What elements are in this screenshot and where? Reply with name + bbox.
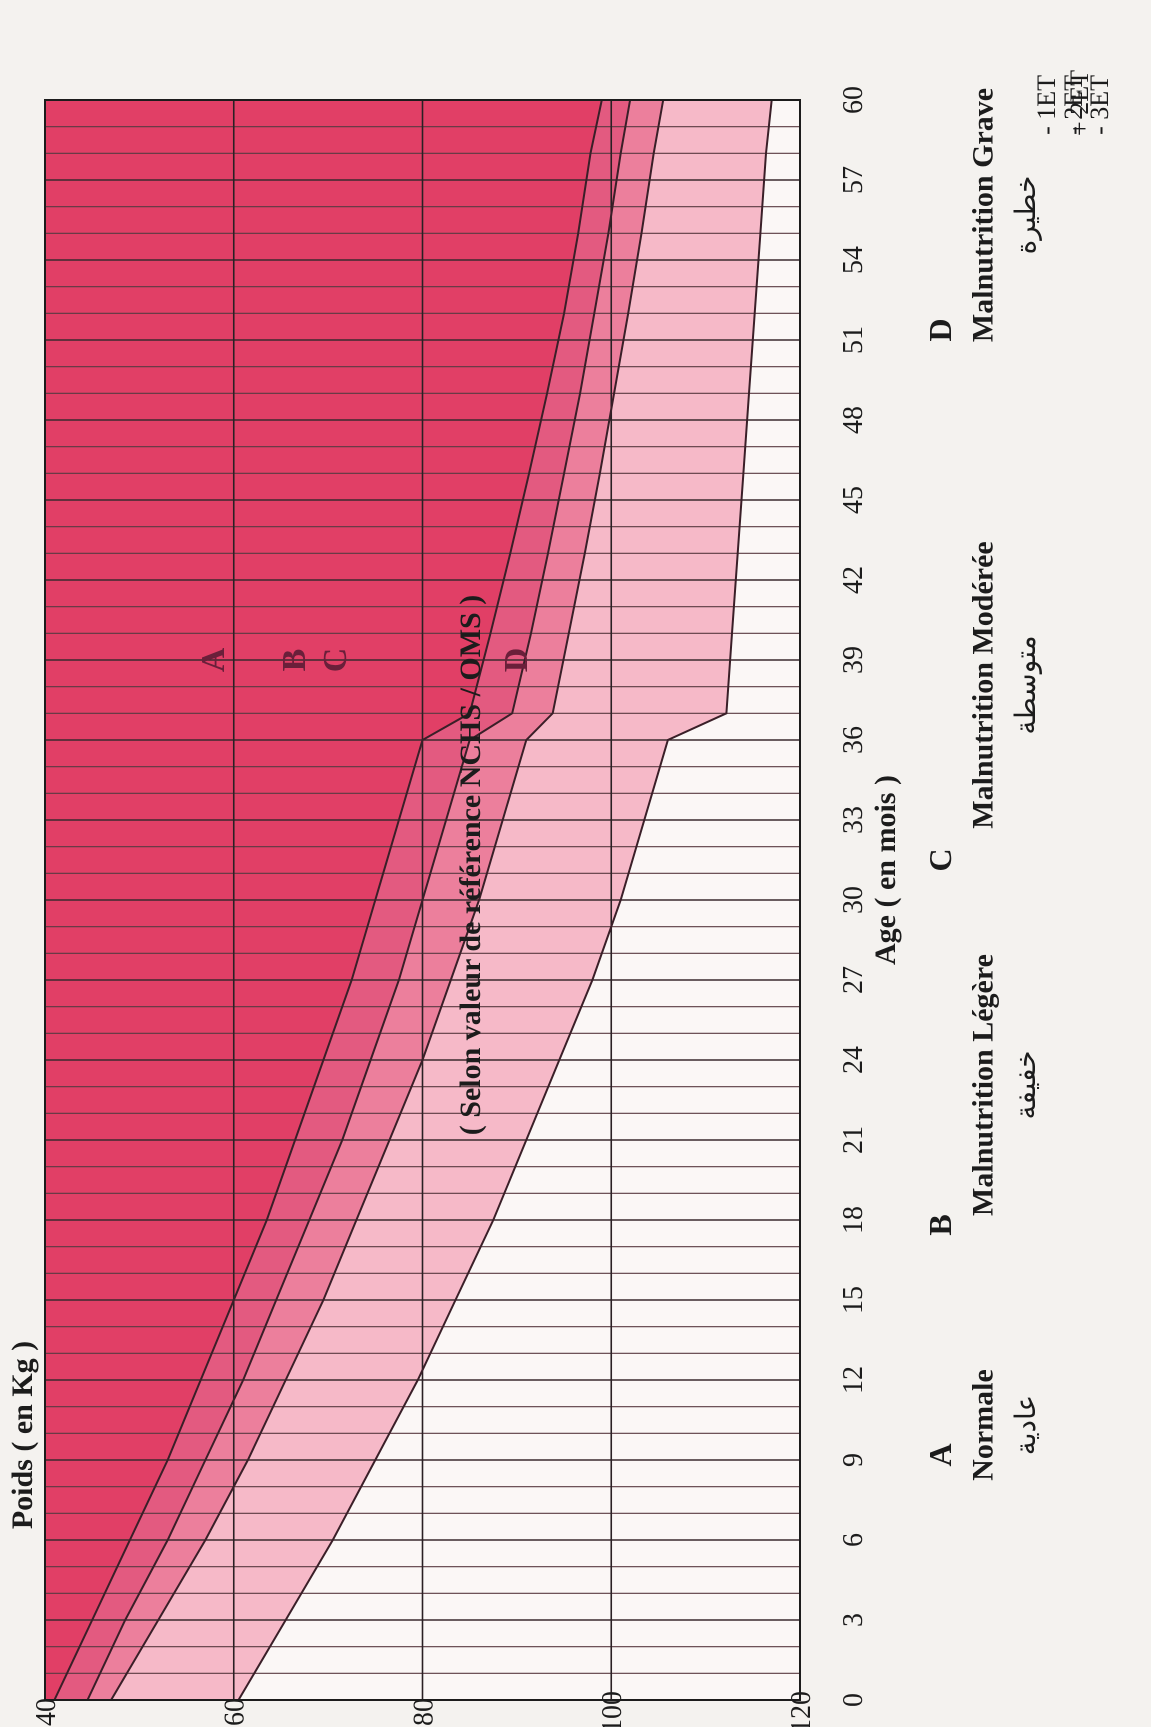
zones-group — [45, 100, 800, 1700]
chart-title: ( Selon valeur de référence NCHS / OMS ) — [454, 595, 487, 1135]
series-line — [53, 100, 603, 1700]
y-tick-label: 60 — [220, 1698, 251, 1726]
legend-label-ar: خطيرة — [1009, 176, 1042, 255]
x-tick-label: 3 — [838, 1613, 869, 1627]
chart-labels: ( Selon valeur de référence NCHS / OMS )… — [6, 70, 1114, 1727]
y-tick-label: 80 — [408, 1698, 439, 1726]
legend-label: Malnutrition Modérée — [967, 541, 1000, 828]
zone-letter-label: C — [317, 648, 354, 673]
x-tick-label: 36 — [838, 726, 869, 754]
series-line — [237, 100, 773, 1700]
x-tick-label: 45 — [838, 486, 869, 514]
curve-label: - 1ET — [1032, 75, 1061, 135]
x-tick-label: 0 — [838, 1693, 869, 1707]
x-tick-label: 30 — [838, 886, 869, 914]
x-tick-label: 18 — [838, 1206, 869, 1234]
legend-label-ar: خفيفة — [1009, 1050, 1042, 1119]
legend-letter: D — [922, 318, 958, 341]
x-axis-title: Age ( en mois ) — [869, 775, 902, 965]
legend-letter: A — [922, 1443, 958, 1466]
x-tick-label: 33 — [838, 806, 869, 834]
x-tick-label: 60 — [838, 86, 869, 114]
plot-area — [44, 99, 801, 1701]
x-tick-label: 39 — [838, 646, 869, 674]
zone-letter-label: A — [195, 647, 232, 672]
x-tick-label: 42 — [838, 566, 869, 594]
zone-letter-label: D — [498, 648, 535, 673]
legend-label-ar: عادية — [1009, 1395, 1042, 1456]
legend-label: Malnutrition Légère — [967, 954, 1000, 1216]
x-tick-label: 15 — [838, 1286, 869, 1314]
zone-letter-label: B — [276, 649, 313, 672]
x-tick-label: 6 — [838, 1533, 869, 1547]
x-tick-label: 24 — [838, 1046, 869, 1074]
y-tick-label: 120 — [786, 1691, 817, 1727]
legend-label-ar: متوسطة — [1009, 635, 1042, 734]
y-tick-label: 100 — [597, 1691, 628, 1727]
x-tick-label: 21 — [838, 1126, 869, 1154]
curve-label: + 2ET — [1065, 70, 1094, 136]
y-tick-label: 40 — [31, 1698, 62, 1726]
x-tick-label: 48 — [838, 406, 869, 434]
plot-border — [44, 99, 801, 1701]
y-axis-title: Poids ( en Kg ) — [6, 1341, 39, 1529]
legend-label: Normale — [967, 1369, 1000, 1481]
x-tick-label: 51 — [838, 326, 869, 354]
x-tick-label: 54 — [838, 246, 869, 274]
curve-label: - 2ET — [1059, 75, 1088, 135]
curve-label: - 3ET — [1085, 75, 1114, 135]
series-line — [86, 100, 632, 1700]
x-tick-label: 27 — [838, 966, 869, 994]
x-tick-label: 9 — [838, 1453, 869, 1467]
series-line — [110, 100, 665, 1700]
x-tick-label: 57 — [838, 166, 869, 194]
legend-letter: B — [922, 1214, 958, 1235]
legend-label: Malnutrition Grave — [967, 88, 1000, 342]
legend-letter: C — [922, 848, 958, 871]
x-tick-label: 12 — [838, 1366, 869, 1394]
